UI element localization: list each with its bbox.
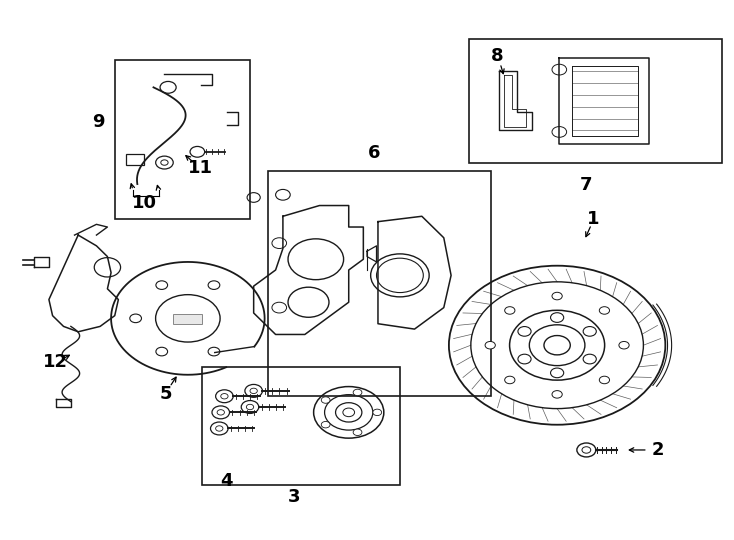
Circle shape xyxy=(156,347,167,356)
Bar xyxy=(203,367,400,485)
Circle shape xyxy=(550,368,564,377)
Circle shape xyxy=(130,314,142,322)
Circle shape xyxy=(599,376,609,384)
Circle shape xyxy=(208,281,219,289)
Circle shape xyxy=(518,354,531,364)
Circle shape xyxy=(275,190,290,200)
Circle shape xyxy=(353,389,362,396)
Circle shape xyxy=(583,327,596,336)
Circle shape xyxy=(552,390,562,398)
Bar xyxy=(115,60,250,219)
Circle shape xyxy=(619,341,629,349)
Text: 1: 1 xyxy=(587,210,600,228)
Bar xyxy=(469,39,722,163)
Bar xyxy=(126,154,144,165)
Text: 8: 8 xyxy=(491,47,504,65)
Circle shape xyxy=(353,429,362,436)
Circle shape xyxy=(156,281,167,289)
Text: 10: 10 xyxy=(132,194,157,212)
Circle shape xyxy=(550,313,564,322)
Circle shape xyxy=(373,409,382,416)
Circle shape xyxy=(272,238,286,248)
Circle shape xyxy=(583,354,596,364)
Circle shape xyxy=(505,307,515,314)
Text: 7: 7 xyxy=(580,176,592,194)
Text: 12: 12 xyxy=(43,353,68,372)
Circle shape xyxy=(518,327,531,336)
Text: 2: 2 xyxy=(652,441,664,459)
Text: 3: 3 xyxy=(288,488,300,505)
Text: 6: 6 xyxy=(368,144,380,162)
Circle shape xyxy=(208,347,219,356)
Text: 11: 11 xyxy=(188,159,213,177)
Circle shape xyxy=(544,335,570,355)
Circle shape xyxy=(552,64,567,75)
Circle shape xyxy=(599,307,609,314)
Circle shape xyxy=(485,341,495,349)
Circle shape xyxy=(343,408,355,417)
Circle shape xyxy=(272,302,286,313)
Bar xyxy=(269,171,491,396)
Bar xyxy=(173,314,203,323)
Circle shape xyxy=(321,397,330,403)
Text: 5: 5 xyxy=(160,384,172,402)
Circle shape xyxy=(94,258,120,277)
Text: 4: 4 xyxy=(220,471,233,490)
Circle shape xyxy=(552,126,567,137)
Circle shape xyxy=(321,421,330,428)
Circle shape xyxy=(552,292,562,300)
Circle shape xyxy=(505,376,515,384)
Text: 9: 9 xyxy=(92,113,105,131)
